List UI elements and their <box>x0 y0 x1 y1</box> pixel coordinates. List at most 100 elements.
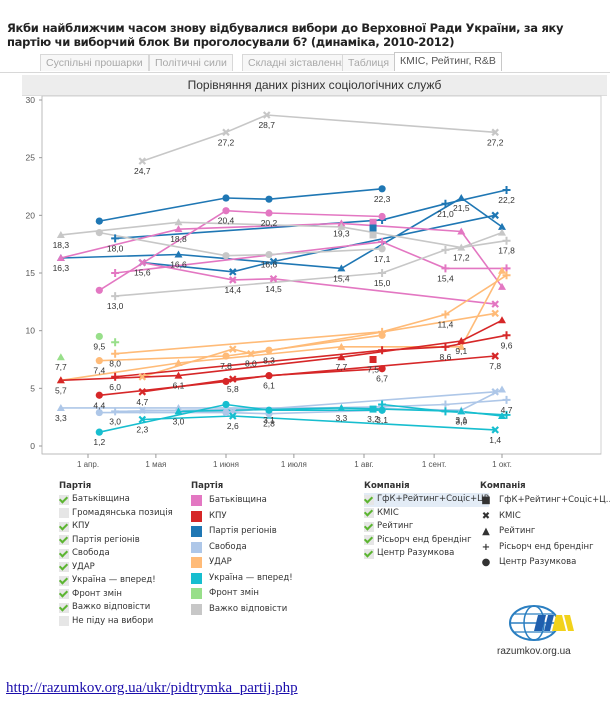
data-point-plus[interactable] <box>111 338 120 347</box>
series-line[interactable] <box>99 403 383 433</box>
data-point-plus[interactable] <box>441 264 450 273</box>
company-legend-item[interactable]: ✖ КМІС <box>480 509 610 525</box>
data-point-x[interactable] <box>491 426 499 434</box>
series-line[interactable] <box>115 239 507 297</box>
data-point-triangle[interactable] <box>498 222 506 230</box>
data-point-plus[interactable] <box>441 245 450 254</box>
data-point-plus[interactable] <box>378 269 387 277</box>
tab-political-forces[interactable]: Політичні сили <box>149 54 233 71</box>
data-point-plus[interactable] <box>441 407 450 416</box>
series-line[interactable] <box>99 409 383 415</box>
data-point-triangle[interactable] <box>174 225 183 233</box>
data-point-circle[interactable] <box>95 357 103 365</box>
checkbox[interactable] <box>59 589 69 600</box>
data-point-circle[interactable] <box>95 286 103 294</box>
data-point-square[interactable] <box>369 224 377 232</box>
data-point-circle[interactable] <box>265 209 273 217</box>
data-point-triangle[interactable] <box>498 316 506 324</box>
series-line[interactable] <box>142 261 496 305</box>
checkbox[interactable] <box>59 494 69 505</box>
data-point-triangle[interactable] <box>498 282 506 290</box>
company-filter-item[interactable]: КМІС <box>364 507 489 521</box>
series-line[interactable] <box>142 312 496 378</box>
data-point-x[interactable] <box>262 111 271 119</box>
company-legend-item[interactable]: ■ ГфК+Рейтинг+Соціс+Ц.. <box>480 493 610 509</box>
tab-complex-comparisons[interactable]: Складні зіставлення <box>242 54 353 71</box>
data-point-triangle[interactable] <box>337 264 346 272</box>
data-point-x[interactable] <box>491 388 499 396</box>
data-point-circle[interactable] <box>95 229 103 237</box>
party-filter-item[interactable]: КПУ <box>59 520 173 534</box>
company-filter-item[interactable]: Рейтинг <box>364 520 489 534</box>
checkbox[interactable] <box>59 575 69 586</box>
data-point-circle[interactable] <box>222 252 230 260</box>
checkbox[interactable] <box>59 535 69 546</box>
data-point-plus[interactable] <box>502 185 511 194</box>
data-point-circle[interactable] <box>95 217 103 225</box>
series-line[interactable] <box>142 114 496 162</box>
data-point-triangle[interactable] <box>457 194 466 202</box>
data-point-plus[interactable] <box>111 349 120 358</box>
data-point-circle[interactable] <box>265 346 273 354</box>
party-legend-item[interactable]: Партія регіонів <box>191 524 293 540</box>
data-point-triangle[interactable] <box>457 243 466 251</box>
data-point-plus[interactable] <box>502 331 511 340</box>
series-line[interactable] <box>115 274 507 355</box>
data-point-triangle[interactable] <box>498 412 506 420</box>
company-filter-item[interactable]: Рісьорч енд брендінг <box>364 534 489 548</box>
data-point-x[interactable] <box>138 388 147 396</box>
data-point-triangle[interactable] <box>457 337 466 345</box>
data-point-circle[interactable] <box>265 372 273 380</box>
data-point-plus[interactable] <box>111 292 120 301</box>
party-filter-item[interactable]: Не піду на вибори <box>59 615 173 629</box>
data-point-circle[interactable] <box>378 212 386 221</box>
party-filter-item[interactable]: Батьківщина <box>59 493 173 507</box>
data-point-circle[interactable] <box>378 365 386 373</box>
data-point-triangle[interactable] <box>498 228 506 236</box>
data-point-circle[interactable] <box>378 245 386 253</box>
data-point-plus[interactable] <box>502 410 511 419</box>
data-point-x[interactable] <box>491 211 499 220</box>
checkbox[interactable] <box>364 535 374 546</box>
data-point-plus[interactable] <box>111 407 120 416</box>
party-legend-item[interactable]: КПУ <box>191 509 293 525</box>
series-line[interactable] <box>115 334 507 378</box>
data-point-plus[interactable] <box>378 400 387 409</box>
data-point-triangle[interactable] <box>56 353 65 361</box>
data-point-triangle[interactable] <box>174 371 183 379</box>
data-point-plus[interactable] <box>502 264 511 273</box>
data-point-circle[interactable] <box>222 408 230 417</box>
series-line[interactable] <box>142 214 496 273</box>
data-point-triangle[interactable] <box>498 385 506 393</box>
company-filter-item[interactable]: ГфК+Рейтинг+Соціс+ЦР <box>364 493 489 507</box>
tab-social-groups[interactable]: Суспільні прошарки <box>40 54 149 71</box>
data-point-triangle[interactable] <box>174 358 183 366</box>
data-point-x[interactable] <box>229 276 237 284</box>
data-point-x[interactable] <box>138 157 147 165</box>
data-point-square[interactable] <box>369 231 377 239</box>
source-link[interactable]: http://razumkov.org.ua/ukr/pidtrymka_par… <box>6 680 298 696</box>
data-point-plus[interactable] <box>502 395 511 404</box>
party-legend-item[interactable]: Батьківщина <box>191 493 293 509</box>
data-point-x[interactable] <box>222 128 230 137</box>
data-point-circle[interactable] <box>95 408 103 417</box>
series-line[interactable] <box>99 188 383 222</box>
data-point-triangle[interactable] <box>56 376 65 384</box>
data-point-circle[interactable] <box>222 352 230 360</box>
data-point-triangle[interactable] <box>457 342 466 350</box>
series-line[interactable] <box>115 189 507 240</box>
data-point-triangle[interactable] <box>337 353 346 361</box>
party-filter-item[interactable]: Партія регіонів <box>59 534 173 548</box>
data-point-x[interactable] <box>138 373 147 381</box>
data-point-triangle[interactable] <box>457 407 466 415</box>
checkbox[interactable] <box>364 548 374 559</box>
data-point-plus[interactable] <box>441 400 450 409</box>
party-filter-item[interactable]: Фронт змін <box>59 588 173 602</box>
data-point-triangle[interactable] <box>337 222 346 230</box>
data-point-triangle[interactable] <box>56 403 65 411</box>
data-point-plus[interactable] <box>441 342 450 351</box>
series-line[interactable] <box>98 209 383 291</box>
data-point-triangle[interactable] <box>174 407 183 415</box>
company-filter-item[interactable]: Центр Разумкова <box>364 547 489 561</box>
data-point-plus[interactable] <box>441 199 450 208</box>
